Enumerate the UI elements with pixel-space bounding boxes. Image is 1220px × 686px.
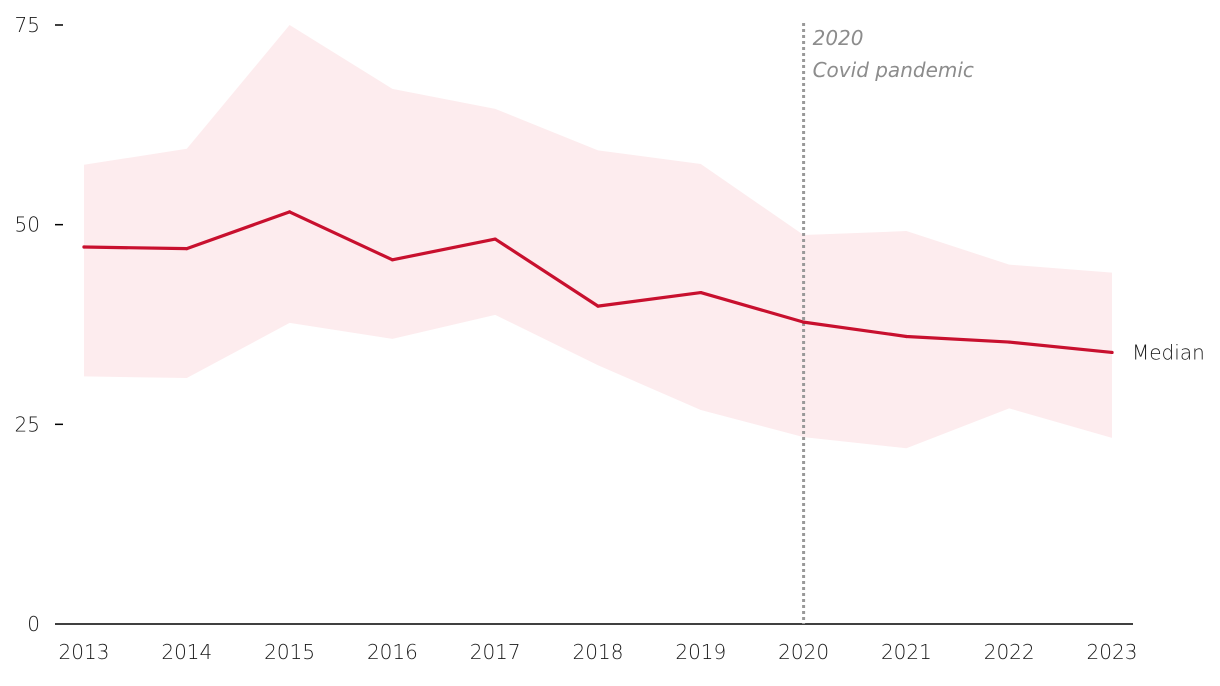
- annotation-label: Covid pandemic: [813, 58, 974, 82]
- x-tick-label: 2014: [161, 640, 212, 664]
- x-tick-label: 2015: [264, 640, 315, 664]
- median-point: [82, 245, 86, 249]
- y-tick-label: 25: [15, 412, 40, 436]
- x-tick-label: 2023: [1087, 640, 1138, 664]
- median-point: [699, 290, 703, 295]
- x-tick-label: 2017: [470, 640, 521, 664]
- x-tick-label: 2013: [59, 640, 110, 664]
- median-point: [904, 334, 909, 339]
- x-tick-label: 2018: [573, 640, 624, 664]
- median-series-label: Median: [1132, 340, 1205, 364]
- median-point: [390, 258, 394, 262]
- median-point: [493, 237, 497, 241]
- median-point: [288, 210, 292, 214]
- range-band-area: [84, 25, 1112, 449]
- y-tick-label: 50: [15, 213, 40, 237]
- annotation-year: 2020: [813, 26, 864, 50]
- median-point: [1007, 340, 1011, 344]
- median-point: [185, 247, 189, 251]
- x-tick-label: 2019: [675, 640, 726, 664]
- x-tick-label: 2021: [881, 640, 932, 664]
- median-point: [596, 304, 600, 308]
- median-point: [1110, 350, 1114, 355]
- y-tick-label: 0: [27, 612, 40, 636]
- x-tick-label: 2016: [367, 640, 418, 664]
- y-tick-label: 75: [15, 13, 40, 37]
- x-tick-label: 2020: [778, 640, 829, 664]
- x-tick-label: 2022: [984, 640, 1035, 664]
- median-point: [802, 320, 806, 324]
